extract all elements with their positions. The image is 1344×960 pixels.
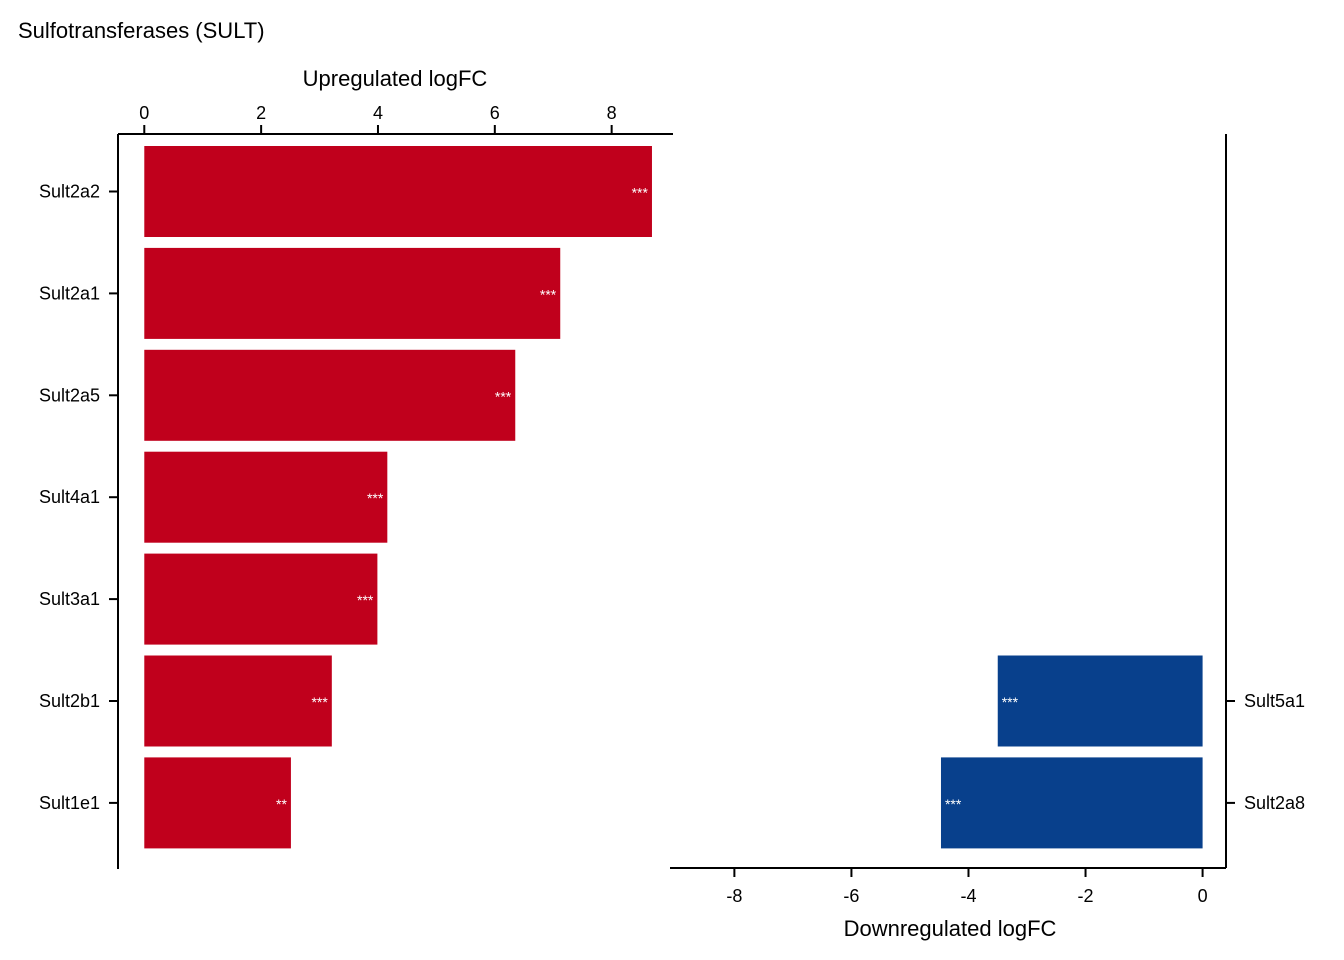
upregulated-panel: Upregulated logFC 0 2 4 6 8 Sult2a2 *** Sult2a… [39,66,673,869]
downregulated-panel: Downregulated logFC -8 -6 -4 -2 0 Sult5a1 ***… [670,134,1305,941]
upregulated-significance-label: *** [540,286,557,302]
upregulated-gene-label: Sult1e1 [39,793,100,813]
upregulated-gene-label: Sult2a1 [39,283,100,303]
downregulated-significance-label: *** [1002,694,1019,710]
downregulated-tick-label: 0 [1198,886,1208,906]
downregulated-tick-label: -6 [843,886,859,906]
downregulated-significance-label: *** [945,796,962,812]
upregulated-significance-label: *** [495,388,512,404]
upregulated-tick-label: 6 [490,103,500,123]
downregulated-tick-label: -2 [1078,886,1094,906]
upregulated-gene-label: Sult2a2 [39,182,100,202]
upregulated-axis-title: Upregulated logFC [303,66,488,91]
upregulated-tick-label: 2 [256,103,266,123]
chart-title: Sulfotransferases (SULT) [18,18,265,43]
upregulated-bar [144,757,291,849]
upregulated-gene-label: Sult4a1 [39,487,100,507]
upregulated-bar [144,451,388,543]
upregulated-significance-label: *** [367,490,384,506]
upregulated-significance-label: *** [311,694,328,710]
upregulated-tick-label: 8 [607,103,617,123]
downregulated-axis-title: Downregulated logFC [844,916,1057,941]
upregulated-significance-label: *** [357,592,374,608]
upregulated-significance-label: *** [632,185,649,201]
upregulated-gene-label: Sult2a5 [39,385,100,405]
upregulated-bar [144,553,378,645]
upregulated-bar [144,349,516,441]
upregulated-significance-label: ** [276,796,287,812]
upregulated-bar [144,247,561,339]
upregulated-gene-label: Sult2b1 [39,691,100,711]
upregulated-gene-label: Sult3a1 [39,589,100,609]
downregulated-gene-label: Sult5a1 [1244,691,1305,711]
downregulated-tick-label: -8 [726,886,742,906]
downregulated-tick-label: -4 [960,886,976,906]
upregulated-bar [144,655,332,747]
upregulated-tick-label: 4 [373,103,383,123]
upregulated-bar [144,146,652,237]
upregulated-tick-label: 0 [139,103,149,123]
downregulated-bar [997,655,1203,747]
downregulated-bar [940,757,1203,849]
downregulated-gene-label: Sult2a8 [1244,793,1305,813]
